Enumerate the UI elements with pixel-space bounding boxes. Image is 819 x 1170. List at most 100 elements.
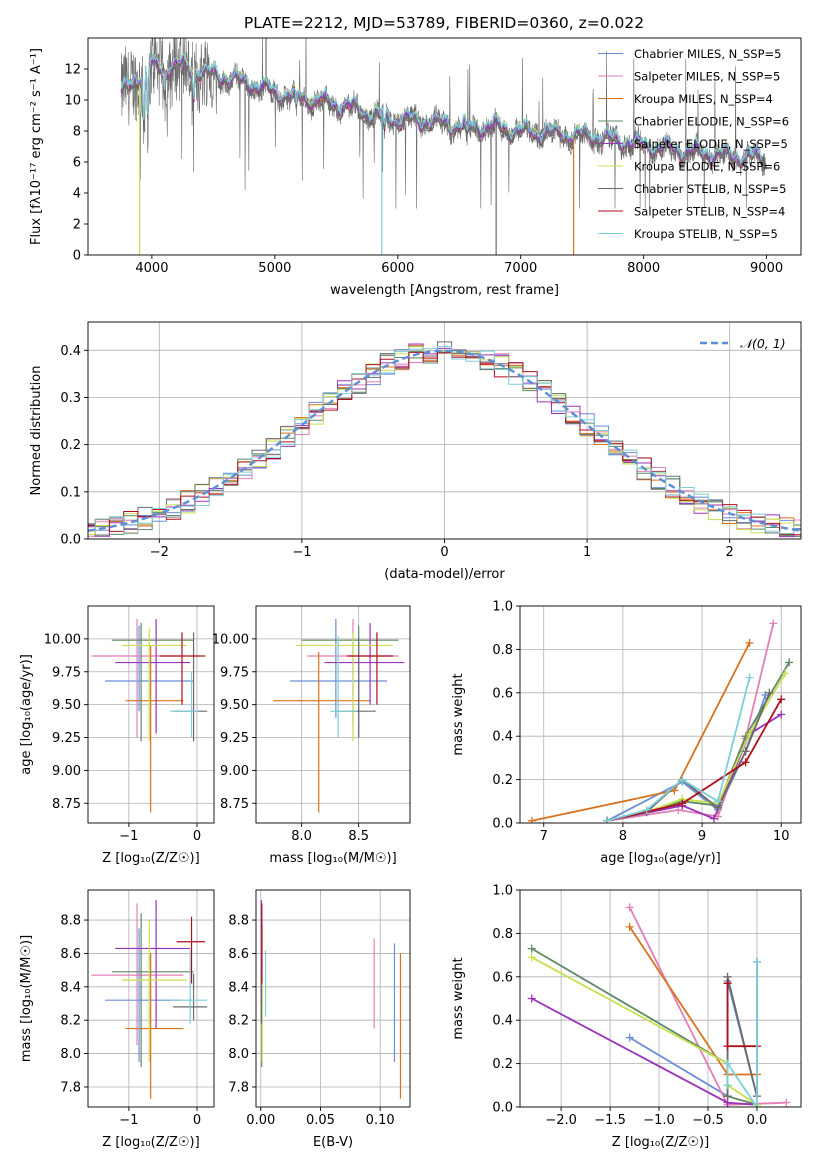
y-tick-label: 0.0 [492, 817, 513, 832]
error-bar-point [295, 632, 393, 742]
mass-weight-series-line [606, 713, 782, 822]
x-tick-label: −2.0 [545, 1113, 577, 1128]
mass-weight-series-line [606, 698, 782, 822]
error-bar-point [273, 652, 371, 813]
error-bar-point [301, 625, 399, 738]
y-tick-label: 0.1 [60, 485, 81, 500]
x-tick-label: 7000 [504, 261, 537, 276]
plot-area [91, 900, 208, 1099]
mass-weight-marker [527, 994, 536, 1003]
mass-weight-marker [769, 619, 778, 628]
y-tick-label: 8.75 [220, 797, 249, 812]
x-tick-label: −1.0 [643, 1113, 675, 1128]
x-tick-label: 9000 [750, 261, 783, 276]
x-tick-label: 0 [193, 829, 201, 844]
y-tick-label: 2 [73, 218, 81, 233]
axes-frame [255, 605, 411, 824]
legend-label: Kroupa ELODIE, N_SSP=6 [634, 160, 780, 174]
axes-frame [87, 37, 802, 256]
mass-weight-series-line [531, 956, 758, 1106]
residual-histogram [88, 346, 801, 536]
axes-frame [519, 889, 802, 1108]
error-bar-point [125, 953, 184, 1099]
panel-mass-vs-ebv: 0.00 0.05 0.10 7.8 8.0 8.2 8.4 8.6 8.8 E(B-V) [228, 889, 411, 1150]
y-tick-label: 0.0 [492, 1101, 513, 1116]
legend-label: Kroupa MILES, N_SSP=4 [634, 92, 773, 106]
mass-weight-series-line [531, 947, 758, 1106]
x-axis-label: Z [log₁₀(Z/Z☉)] [102, 851, 199, 866]
mass-weight-marker [603, 816, 612, 823]
mass-weight-marker [752, 1103, 761, 1107]
y-tick-label: 0.8 [492, 927, 513, 942]
y-tick-label: 0.8 [492, 643, 513, 658]
mass-weight-marker [745, 673, 754, 682]
legend-label: Chabrier STELIB, N_SSP=5 [634, 182, 786, 196]
mass-weight-marker [527, 944, 536, 953]
mass-weight-marker [625, 922, 634, 931]
mass-weight-marker [781, 669, 790, 678]
mass-weight-marker [709, 814, 718, 823]
mass-weight-marker [642, 805, 651, 814]
y-tick-label: 7.8 [60, 1080, 81, 1095]
error-bar-point [91, 903, 184, 1046]
x-tick-label: −1 [292, 545, 311, 560]
axes: 0.00 0.05 0.10 7.8 8.0 8.2 8.4 8.6 8.8 E(B-V) [228, 889, 411, 1150]
grid-lines [256, 606, 410, 823]
y-tick-label: 0.2 [492, 773, 513, 788]
residual-histogram [88, 346, 801, 535]
mass-weight-series-line [606, 661, 790, 822]
x-tick-label: 7 [540, 829, 548, 844]
plot-area [91, 619, 208, 813]
legend-label: Chabrier MILES, N_SSP=5 [634, 47, 781, 61]
y-tick-label: 1.0 [492, 600, 513, 615]
y-tick-label: 0.3 [60, 391, 81, 406]
axes-frame [255, 889, 411, 1108]
mass-weight-marker [782, 1098, 791, 1107]
mass-weight-marker [713, 797, 722, 806]
y-tick-label: 9.75 [220, 665, 249, 680]
y-tick-label: 8.8 [228, 914, 249, 929]
panel-mass-vs-metallicity: −1 0 7.8 8.0 8.2 8.4 8.6 8.8 Z [log₁₀(Z/Z☉)] mass… [19, 889, 215, 1150]
error-bar-point [122, 920, 187, 1062]
mass-weight-series-line [726, 961, 758, 1097]
panel-age-vs-mass: 8.0 8.5 8.75 9.00 9.25 9.50 9.75 10.00 mass [log… [212, 605, 411, 866]
legend-label: Salpeter ELODIE, N_SSP=5 [634, 137, 788, 151]
x-tick-label: 0 [440, 545, 448, 560]
panel-massweight-vs-metallicity: −2.0 −1.5 −1.0 −0.5 0.0 0.0 0.2 0.4 0.6 0.8 1.0 Z [… [451, 884, 802, 1150]
x-tick-label: −0.5 [692, 1113, 724, 1128]
mass-weight-series-line [629, 961, 758, 1098]
x-tick-label: 0.00 [246, 1113, 275, 1128]
mass-weight-marker [745, 638, 754, 647]
mass-weight-marker [723, 1081, 732, 1090]
axes: −1 0 8.75 9.00 9.25 9.50 9.75 10.00 Z [log₁₀(Z/Z… [19, 605, 215, 866]
error-bar-point [115, 619, 191, 734]
x-tick-label: 8.5 [348, 829, 369, 844]
mass-weight-marker [527, 953, 536, 962]
mass-weight-marker [678, 775, 687, 784]
mass-weight-marker [723, 979, 732, 988]
error-bar-point [347, 632, 393, 705]
x-tick-label: 0 [193, 1113, 201, 1128]
y-tick-label: 0.0 [60, 533, 81, 548]
y-tick-label: 8 [73, 125, 81, 140]
x-axis-label: wavelength [Angstrom, rest frame] [330, 283, 559, 298]
y-tick-label: 12 [64, 63, 81, 78]
error-bar-point [91, 619, 184, 738]
mass-weight-marker [678, 799, 687, 808]
grid-lines [256, 890, 410, 1107]
error-bar-point [111, 623, 194, 742]
residual-histogram [88, 341, 801, 535]
x-tick-label: −1 [119, 1113, 138, 1128]
x-tick-label: 6000 [381, 261, 414, 276]
legend-label: 𝒩(0, 1) [740, 336, 786, 351]
error-bar-point [125, 645, 184, 813]
y-tick-label: 9.50 [220, 698, 249, 713]
axes: 4000 5000 6000 7000 8000 9000 0 2 4 6 8 10 12 wavelen… [29, 37, 802, 298]
y-axis-label: mass weight [451, 957, 466, 1039]
legend-label: Kroupa STELIB, N_SSP=5 [634, 227, 778, 241]
x-tick-label: −2 [150, 545, 169, 560]
plot-area [120, 38, 767, 255]
y-tick-label: 9.50 [52, 698, 81, 713]
y-tick-label: 9.25 [220, 731, 249, 746]
mass-weight-marker [777, 695, 786, 704]
